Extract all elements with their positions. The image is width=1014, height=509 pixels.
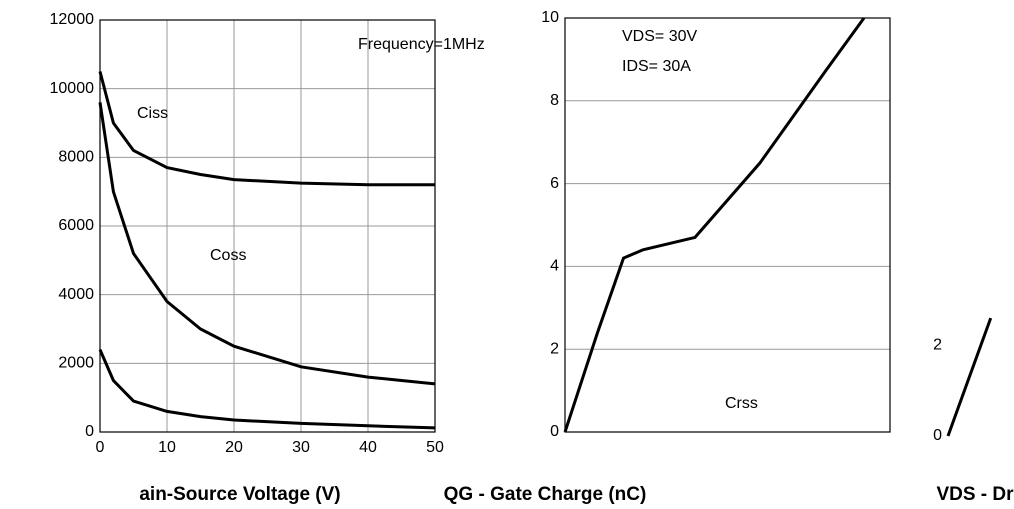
x-tick-label: 20 — [225, 439, 243, 456]
curve-label: Coss — [210, 247, 246, 264]
curve — [98, 71, 435, 187]
curve — [563, 17, 866, 433]
x-tick-label: 50 — [426, 439, 444, 456]
x-axis-title: ain-Source Voltage (V) — [139, 484, 340, 505]
y-tick-label: 0 — [550, 423, 559, 440]
y-tick-label: 8 — [550, 92, 559, 109]
y-tick-label: 2 — [550, 340, 559, 357]
y-tick-label: 8000 — [58, 149, 94, 166]
y-tick-label: 10 — [541, 9, 559, 26]
y-tick-label: 2 — [933, 337, 942, 354]
annotation: Frequency=1MHz — [358, 36, 485, 53]
curve — [98, 102, 436, 386]
curve — [946, 317, 993, 437]
plot-frame — [99, 19, 436, 433]
y-tick-label: 6 — [550, 175, 559, 192]
y-tick-label: 6000 — [58, 217, 94, 234]
x-tick-label: 30 — [292, 439, 310, 456]
x-axis-title: QG - Gate Charge (nC) — [444, 484, 647, 505]
y-tick-label: 10000 — [50, 80, 95, 97]
annotation: VDS= 30V — [622, 28, 697, 45]
curve — [98, 349, 436, 430]
x-tick-label: 0 — [96, 439, 105, 456]
curve-label: Crss — [725, 395, 758, 412]
y-tick-label: 4 — [550, 258, 559, 275]
x-axis-title: VDS - Dr — [936, 484, 1014, 505]
y-tick-label: 12000 — [50, 11, 95, 28]
curve-label: Ciss — [137, 105, 168, 122]
x-tick-label: 10 — [158, 439, 176, 456]
plot-frame — [564, 17, 891, 433]
y-tick-label: 4000 — [58, 286, 94, 303]
y-tick-label: 2000 — [58, 355, 94, 372]
y-tick-label: 0 — [85, 423, 94, 440]
x-tick-label: 40 — [359, 439, 377, 456]
annotation: IDS= 30A — [622, 58, 691, 75]
y-tick-label: 0 — [933, 427, 942, 444]
